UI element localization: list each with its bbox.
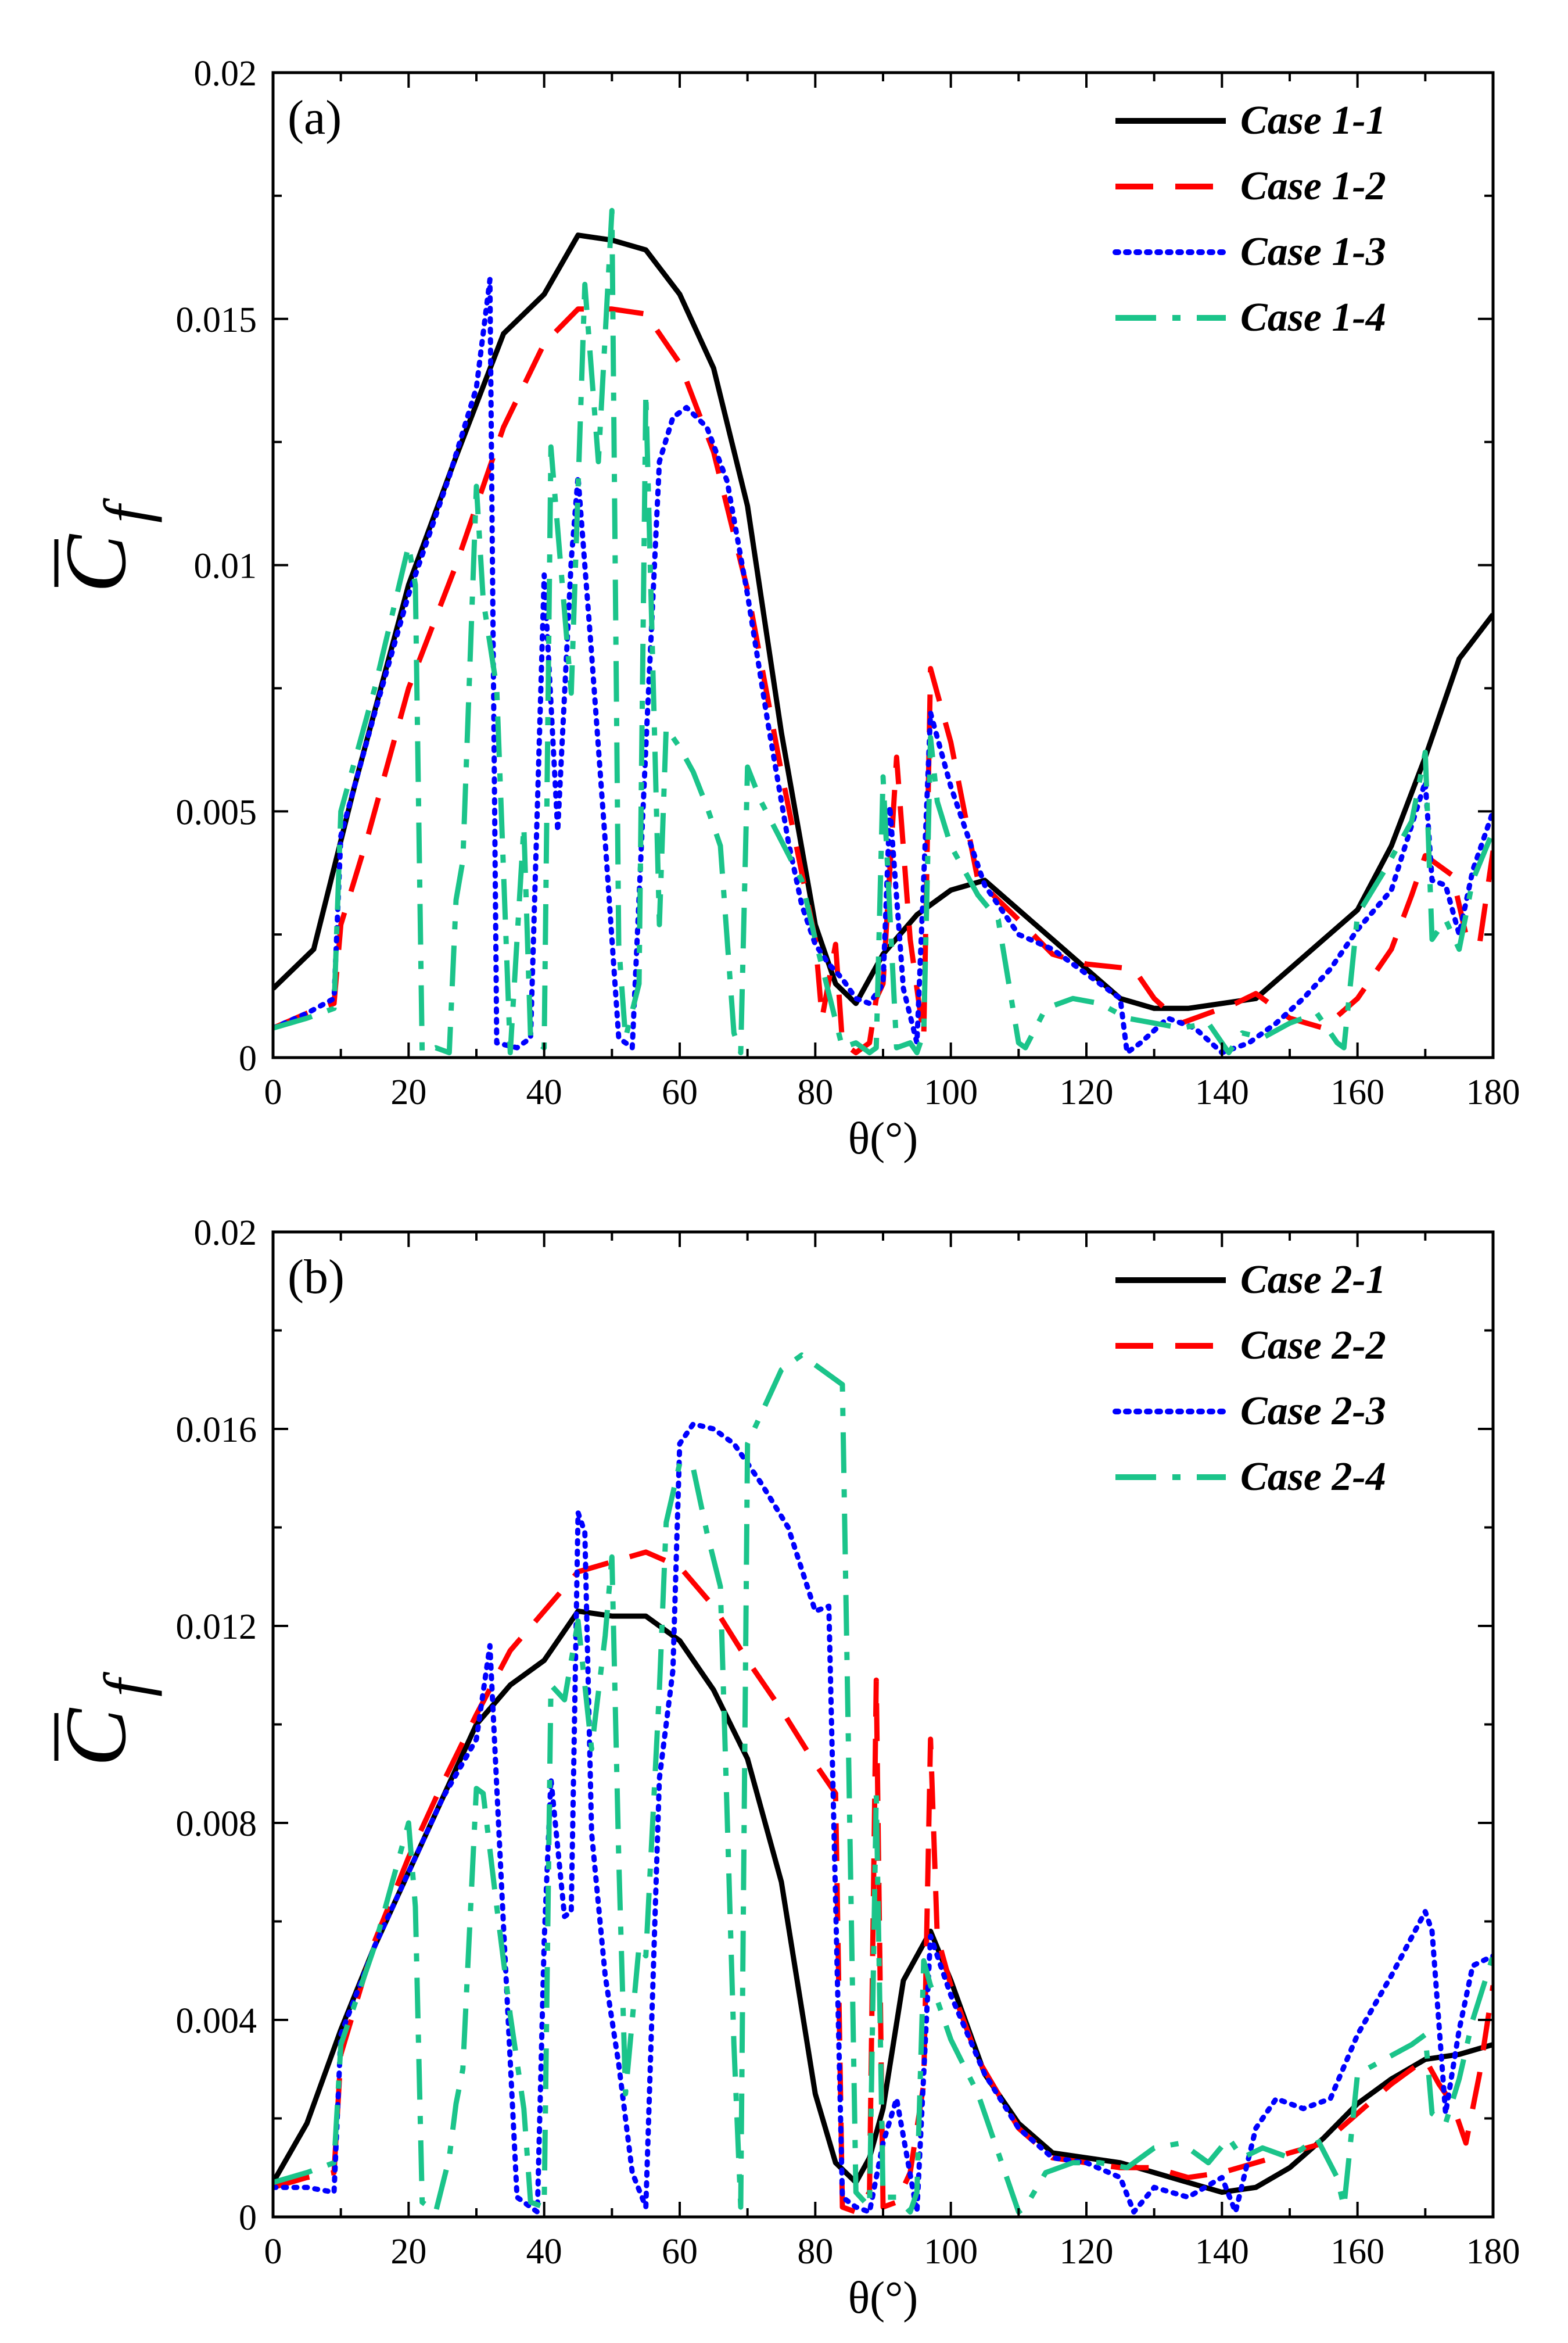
x-tick-label: 0 [264, 1073, 282, 1112]
legend-label: Case 1-3 [1240, 230, 1386, 274]
x-axis-title: θ(°) [848, 2272, 918, 2323]
x-tick-label: 60 [662, 1073, 698, 1112]
series-line-case-2-4 [273, 1352, 1493, 2215]
x-tick-label: 100 [924, 2232, 978, 2272]
legend-label: Case 2-4 [1240, 1454, 1386, 1499]
x-axis-title: θ(°) [848, 1113, 918, 1163]
x-tick-label: 180 [1466, 1073, 1520, 1112]
panel-b: 0 20 40 60 80 100 120 140 160 180 0 0.004 0.008 0.012… [48, 1213, 1520, 2323]
y-axis-title-sub: f [91, 497, 162, 523]
x-tick-label: 80 [797, 1073, 833, 1112]
y-axis-title: Cf [48, 497, 162, 593]
series-group [273, 207, 1493, 1055]
legend: Case 2-1 Case 2-2 Case 2-3 Case 2-4 [1113, 1258, 1386, 1499]
x-tick-label: 120 [1060, 1073, 1114, 1112]
x-tick-label: 160 [1330, 1073, 1384, 1112]
y-tick-label: 0 [239, 2198, 257, 2238]
y-tick-label: 0.02 [194, 54, 257, 94]
x-tick-label: 100 [924, 1073, 978, 1112]
series-line-case-1-2 [273, 306, 1493, 1055]
legend: Case 1-1 Case 1-2 Case 1-3 Case 1-4 [1113, 98, 1386, 340]
series-line-case-2-2 [273, 1549, 1493, 2215]
y-axis-title: Cf [48, 1671, 162, 1767]
x-tick-label: 120 [1060, 2232, 1114, 2272]
x-tick-label: 140 [1195, 1073, 1249, 1112]
x-tick-label: 80 [797, 2232, 833, 2272]
x-tick-label: 60 [662, 2232, 698, 2272]
y-tick-label: 0.004 [176, 2001, 257, 2041]
panel-a: 0 20 40 60 80 100 120 140 160 180 0 0.005 0.01 0.015 0… [48, 54, 1520, 1163]
y-axis-title-main: C [48, 1707, 144, 1767]
y-tick-label: 0.015 [176, 300, 257, 340]
y-axis-title-main: C [48, 533, 144, 593]
legend-label: Case 2-3 [1240, 1389, 1386, 1434]
x-tick-label: 40 [526, 1073, 562, 1112]
x-tick-label: 20 [390, 1073, 426, 1112]
series-line-case-1-3 [273, 277, 1493, 1055]
y-tick-label: 0.005 [176, 793, 257, 832]
series-group [273, 1352, 1493, 2215]
y-axis-title-sub: f [91, 1671, 162, 1697]
y-tick-label: 0.01 [194, 547, 257, 586]
panel-label: (a) [288, 91, 342, 145]
plot-frame [271, 71, 1495, 1059]
legend-label: Case 1-2 [1240, 164, 1386, 209]
x-tick-label: 180 [1466, 2232, 1520, 2272]
panel-label: (b) [288, 1250, 345, 1304]
legend-label: Case 2-1 [1240, 1258, 1386, 1302]
series-line-case-2-3 [273, 1421, 1493, 2215]
x-tick-label: 0 [264, 2232, 282, 2272]
x-tick-label: 160 [1330, 2232, 1384, 2272]
x-tick-label: 20 [390, 2232, 426, 2272]
legend-label: Case 2-2 [1240, 1323, 1386, 1368]
y-tick-label: 0.012 [176, 1607, 257, 1647]
y-tick-label: 0 [239, 1039, 257, 1079]
x-tick-label: 40 [526, 2232, 562, 2272]
y-tick-label: 0.008 [176, 1804, 257, 1844]
y-tick-label: 0.016 [176, 1410, 257, 1450]
legend-label: Case 1-4 [1240, 295, 1386, 340]
x-tick-label: 140 [1195, 2232, 1249, 2272]
y-tick-label: 0.02 [194, 1213, 257, 1253]
legend-label: Case 1-1 [1240, 98, 1386, 143]
